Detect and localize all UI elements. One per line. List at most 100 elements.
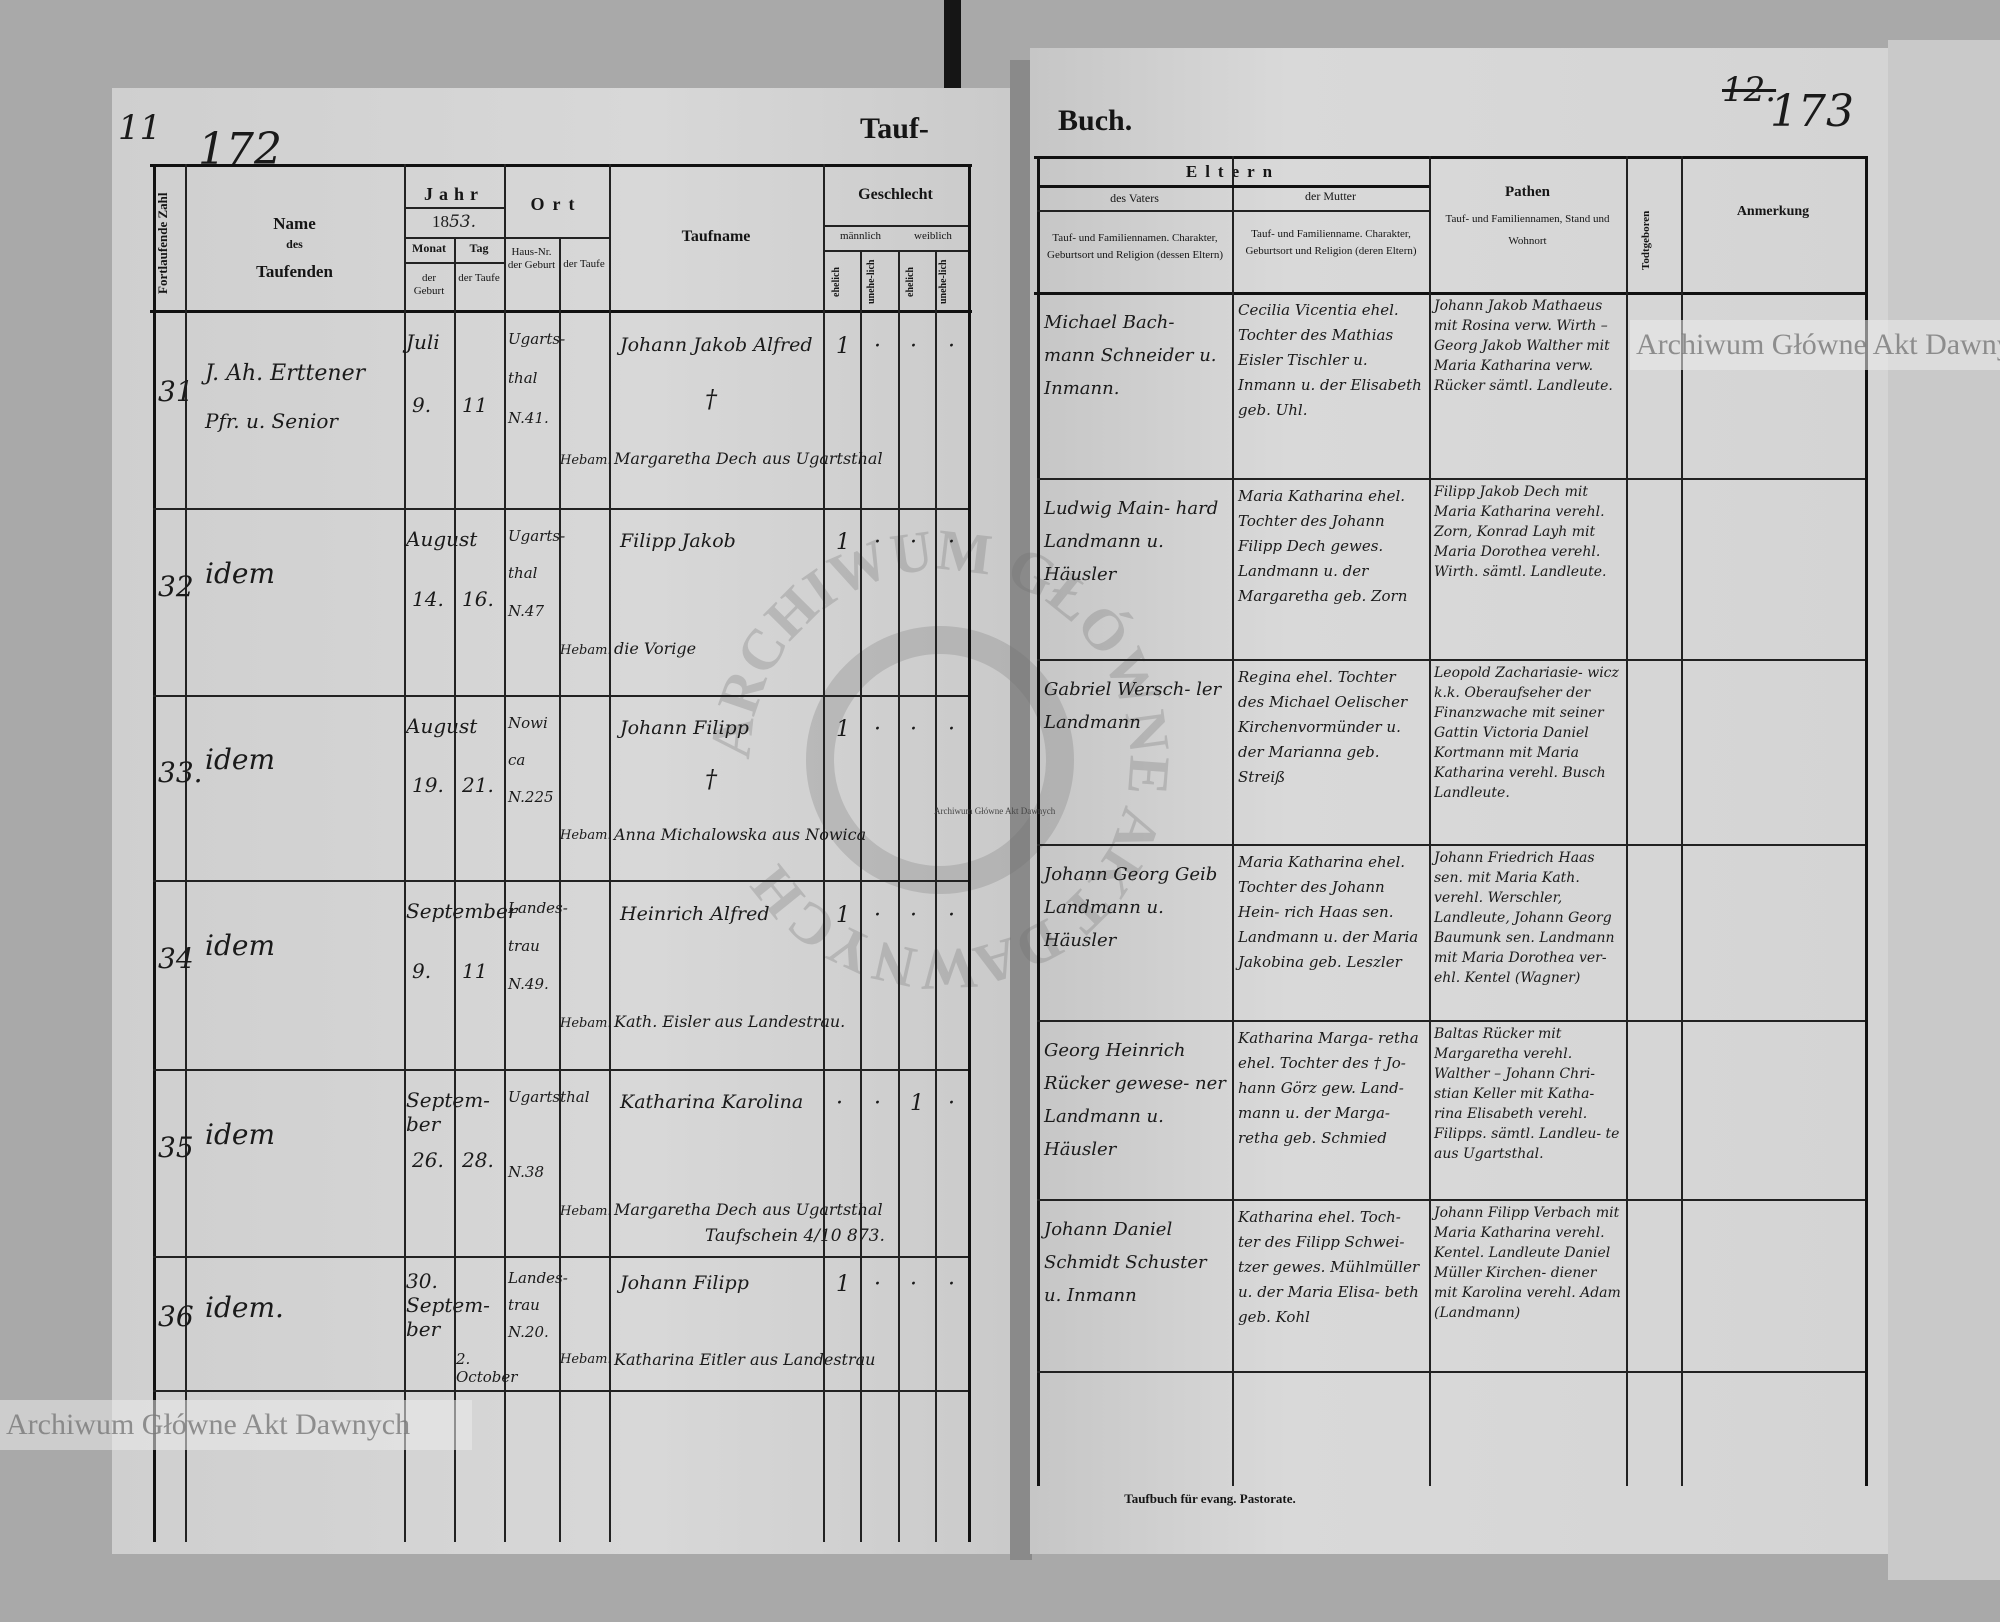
- archive-watermark-right: Archiwum Główne Akt Dawnych: [1630, 320, 2000, 370]
- baptism-day: 2. October: [456, 1349, 518, 1386]
- entry-number: 35: [158, 1130, 194, 1164]
- godparents-details: Leopold Zachariasie- wicz k.k. Oberaufse…: [1434, 665, 1619, 801]
- mother-details: Maria Katharina ehel. Tochter des Johann…: [1238, 487, 1408, 605]
- sex-mark-m-ehelich: 1: [836, 530, 850, 556]
- deceased-cross: †: [705, 765, 717, 794]
- baptizer-name: idem: [205, 1117, 275, 1151]
- house-number-line: Nowi: [508, 713, 548, 732]
- row-rule: [1034, 292, 1868, 295]
- header-der-taufe: der Taufe: [458, 272, 500, 284]
- house-number-line: trau: [508, 936, 540, 955]
- row-rule: [1037, 659, 1865, 661]
- mother-details: Maria Katharina ehel. Tochter des Johann…: [1238, 853, 1419, 971]
- header-haus-nr: Haus-Nr. der Geburt: [507, 246, 556, 271]
- baptismal-name: Johann Filipp: [620, 717, 749, 740]
- sex-mark-m-unehelich: ·: [874, 902, 881, 928]
- house-number-line: Ugartsthal: [508, 1087, 590, 1106]
- header-geschlecht: Geschlecht: [858, 186, 933, 203]
- sex-mark-w-ehelich: ·: [910, 717, 917, 743]
- column-rule: [1429, 156, 1431, 1486]
- header-mutter-desc: Tauf- und Familienname. Charakter, Gebur…: [1245, 228, 1417, 257]
- column-rule: [559, 237, 561, 1542]
- column-rule: [935, 250, 937, 1542]
- header-jahr: Jahr: [424, 184, 484, 204]
- row-rule: [404, 262, 504, 264]
- birth-day: 26.: [412, 1147, 444, 1172]
- birth-month: August: [406, 713, 478, 738]
- header-monat: Monat: [412, 241, 446, 255]
- row-rule: [1037, 210, 1429, 212]
- father-details: Ludwig Main- hard Landmann u. Häusler: [1044, 498, 1219, 585]
- title-left: Tauf-: [860, 112, 929, 145]
- header-weiblich: weiblich: [914, 230, 952, 242]
- sex-mark-m-ehelich: 1: [836, 902, 850, 928]
- house-number-line: N.225: [508, 787, 554, 806]
- birth-month: Juli: [406, 329, 440, 354]
- certificate-note: Taufschein 4/10 873.: [705, 1226, 885, 1247]
- baptizer-name: idem: [205, 556, 275, 590]
- row-rule: [404, 237, 609, 239]
- birth-day: 9.: [412, 959, 432, 984]
- row-rule: [1037, 185, 1429, 188]
- baptism-day: 21.: [462, 772, 494, 797]
- sex-mark-m-ehelich: 1: [836, 717, 850, 743]
- row-rule: [823, 225, 968, 227]
- birth-month: August: [406, 526, 478, 551]
- sex-mark-w-ehelich: ·: [910, 530, 917, 556]
- baptismal-name: Heinrich Alfred: [620, 902, 770, 925]
- baptism-day: 11: [462, 393, 488, 418]
- baptism-day: 11: [462, 959, 488, 984]
- godparents-details: Baltas Rücker mit Margaretha verehl. Wal…: [1434, 1026, 1620, 1162]
- house-number-line: Ugarts-: [508, 526, 566, 545]
- father-details: Georg Heinrich Rücker gewese- ner Landma…: [1044, 1040, 1226, 1160]
- sex-mark-w-unehelich: ·: [948, 717, 955, 743]
- sex-mark-w-unehelich: ·: [948, 902, 955, 928]
- sex-mark-m-unehelich: ·: [874, 1272, 881, 1298]
- baptizer-name: idem: [205, 929, 275, 963]
- entry-number: 33.: [158, 756, 203, 790]
- baptism-day: 16.: [462, 586, 494, 611]
- column-rule: [1626, 156, 1628, 1486]
- book-spine: [944, 0, 961, 92]
- header-m-ehelich: ehelich: [831, 267, 842, 297]
- birth-day: 9.: [412, 393, 432, 418]
- sex-mark-w-unehelich: ·: [948, 1272, 955, 1298]
- header-ort: Ort: [530, 194, 583, 214]
- header-w-ehelich: ehelich: [905, 267, 916, 297]
- row-rule: [1034, 156, 1868, 159]
- row-rule: [153, 508, 968, 510]
- row-rule: [153, 695, 968, 697]
- column-rule: [1232, 156, 1234, 1486]
- mother-details: Katharina ehel. Toch- ter des Filipp Sch…: [1238, 1208, 1420, 1326]
- column-rule: [153, 164, 156, 1542]
- column-rule: [454, 237, 456, 1542]
- row-rule: [1037, 1020, 1865, 1022]
- header-pathen: Pathen: [1505, 184, 1550, 200]
- house-number-line: thal: [508, 369, 538, 388]
- birth-day: 19.: [412, 772, 444, 797]
- sex-mark-w-ehelich: ·: [910, 902, 917, 928]
- birth-month: September: [406, 898, 518, 923]
- baptismal-name: Filipp Jakob: [620, 530, 736, 553]
- title-right: Buch.: [1058, 104, 1133, 137]
- page-gutter: [1010, 60, 1032, 1560]
- header-taufname: Taufname: [681, 228, 751, 245]
- archive-seal-watermark: ARCHIWUM GŁÓWNE AKT DAWNYCH: [700, 520, 1180, 1000]
- next-page-edge: [1888, 40, 2000, 1580]
- house-number-line: N.47: [508, 601, 545, 620]
- sex-mark-m-ehelich: 1: [836, 333, 850, 359]
- sex-mark-m-unehelich: ·: [874, 1091, 881, 1117]
- column-rule: [968, 164, 971, 1542]
- sex-mark-w-unehelich: ·: [948, 333, 955, 359]
- row-rule: [150, 310, 972, 313]
- sex-mark-w-ehelich: 1: [910, 1091, 924, 1117]
- header-pathen-desc: Tauf- und Familiennamen, Stand und Wohno…: [1445, 213, 1610, 247]
- archive-watermark-center: Archiwum Główne Akt Dawnych: [934, 806, 1056, 816]
- right-page: [1030, 48, 1888, 1554]
- column-rule: [404, 164, 406, 1542]
- birth-month: 30. Septem- ber: [406, 1269, 490, 1342]
- baptizer-name: idem.: [205, 1290, 284, 1324]
- sex-mark-w-unehelich: ·: [948, 1091, 955, 1117]
- row-rule: [404, 207, 504, 209]
- deceased-cross: †: [705, 385, 717, 414]
